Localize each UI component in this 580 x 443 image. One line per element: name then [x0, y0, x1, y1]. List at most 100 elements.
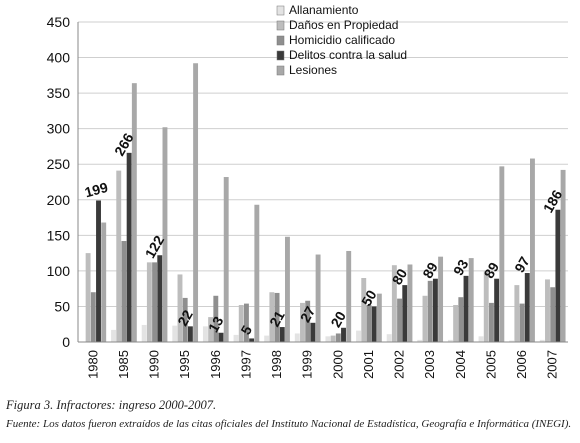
- bar: [285, 236, 290, 342]
- x-tick-label: 2003: [422, 350, 437, 379]
- bar: [499, 166, 505, 342]
- bar: [249, 338, 255, 342]
- bar: [453, 305, 459, 342]
- bar: [294, 333, 300, 342]
- x-tick-label: 1996: [208, 350, 223, 379]
- legend-swatch: [276, 20, 285, 31]
- bar: [519, 303, 525, 342]
- bar: [254, 204, 260, 342]
- legend-label: Homicidio calificado: [289, 33, 395, 47]
- bars: [85, 63, 566, 343]
- y-tick-label: 50: [54, 298, 70, 314]
- bar: [438, 256, 444, 342]
- y-tick-label: 400: [47, 50, 71, 66]
- y-axis: 0 50 100 150 200 250 300 350 400 450: [47, 14, 79, 350]
- data-label: 199: [83, 179, 110, 201]
- bar: [524, 273, 530, 342]
- bar: [468, 258, 474, 342]
- data-label: 89: [419, 259, 441, 281]
- bar: [162, 127, 168, 342]
- y-tick-label: 200: [47, 192, 71, 208]
- bar: [208, 317, 214, 342]
- bar: [422, 295, 428, 342]
- figure-caption: Figura 3. Infractores: ingreso 2000-2007…: [6, 398, 217, 412]
- source-note: Fuente: Los datos fueron extraídos de la…: [6, 418, 572, 430]
- x-tick-label: 1980: [85, 350, 100, 379]
- x-tick-label: 1985: [116, 350, 131, 379]
- y-tick-label: 350: [47, 85, 71, 101]
- bar: [341, 327, 346, 342]
- bar: [494, 278, 500, 342]
- bar: [458, 297, 464, 342]
- bar: [325, 336, 331, 342]
- legend-label: Lesiones: [289, 63, 337, 77]
- bar: [346, 250, 352, 342]
- x-tick-label: 1990: [147, 350, 162, 379]
- bar: [141, 324, 147, 342]
- bar: [218, 332, 224, 342]
- bar: [335, 333, 341, 342]
- x-tick-label: 2006: [514, 350, 529, 379]
- bar: [391, 265, 397, 342]
- bar: [157, 255, 163, 342]
- bar: [463, 275, 469, 342]
- bar: [530, 158, 535, 342]
- x-tick-label: 1999: [300, 350, 315, 379]
- bar: [300, 302, 305, 342]
- x-tick-label: 2004: [453, 350, 468, 379]
- bar: [85, 253, 91, 342]
- y-tick-label: 300: [47, 121, 71, 137]
- y-tick-label: 150: [47, 227, 71, 243]
- x-tick-label: 2005: [483, 350, 498, 379]
- bar: [131, 83, 137, 343]
- bar: [432, 278, 438, 342]
- legend-label: Daños en Propiedad: [289, 18, 398, 32]
- bar: [514, 285, 520, 342]
- bar: [427, 280, 433, 342]
- bar: [447, 339, 453, 342]
- bar: [539, 339, 545, 342]
- bar: [371, 306, 377, 342]
- x-tick-label: 1998: [269, 350, 284, 379]
- bar: [264, 335, 270, 342]
- y-tick-label: 0: [62, 334, 70, 350]
- data-label: 13: [205, 313, 227, 335]
- bar: [509, 340, 515, 342]
- legend-swatch: [276, 5, 285, 16]
- data-label: 89: [480, 259, 502, 281]
- x-tick-label: 2000: [330, 350, 345, 379]
- data-label: 21: [266, 308, 288, 330]
- bar: [182, 297, 188, 342]
- bar: [366, 305, 372, 342]
- data-label: 97: [511, 254, 533, 276]
- bar: [187, 326, 193, 342]
- bar: [483, 270, 489, 342]
- bar: [172, 325, 178, 342]
- bar: [361, 278, 367, 342]
- data-label: 50: [358, 287, 380, 309]
- bar: [550, 287, 556, 342]
- legend-swatch: [276, 65, 285, 76]
- bar: [111, 329, 116, 342]
- bar: [193, 63, 199, 342]
- y-tick-label: 100: [47, 263, 71, 279]
- bar: [116, 170, 122, 342]
- x-tick-label: 1997: [238, 350, 253, 379]
- bar: [121, 241, 127, 342]
- bar: [146, 262, 152, 342]
- bar: [545, 279, 550, 342]
- x-axis: 1980 1985 1990 1995 1996 1997 1998 1999 2000 2001…: [78, 341, 568, 379]
- bar: [177, 274, 183, 342]
- bar: [269, 292, 275, 342]
- x-tick-label: 1995: [177, 350, 192, 379]
- legend-label: Allanamiento: [289, 3, 359, 17]
- bar: [202, 326, 208, 342]
- bar: [213, 295, 219, 342]
- bar: [407, 264, 413, 342]
- bar: [101, 222, 107, 342]
- x-tick-label: 2001: [361, 350, 376, 379]
- bar: [376, 293, 382, 342]
- x-tick-label: 2002: [392, 350, 407, 379]
